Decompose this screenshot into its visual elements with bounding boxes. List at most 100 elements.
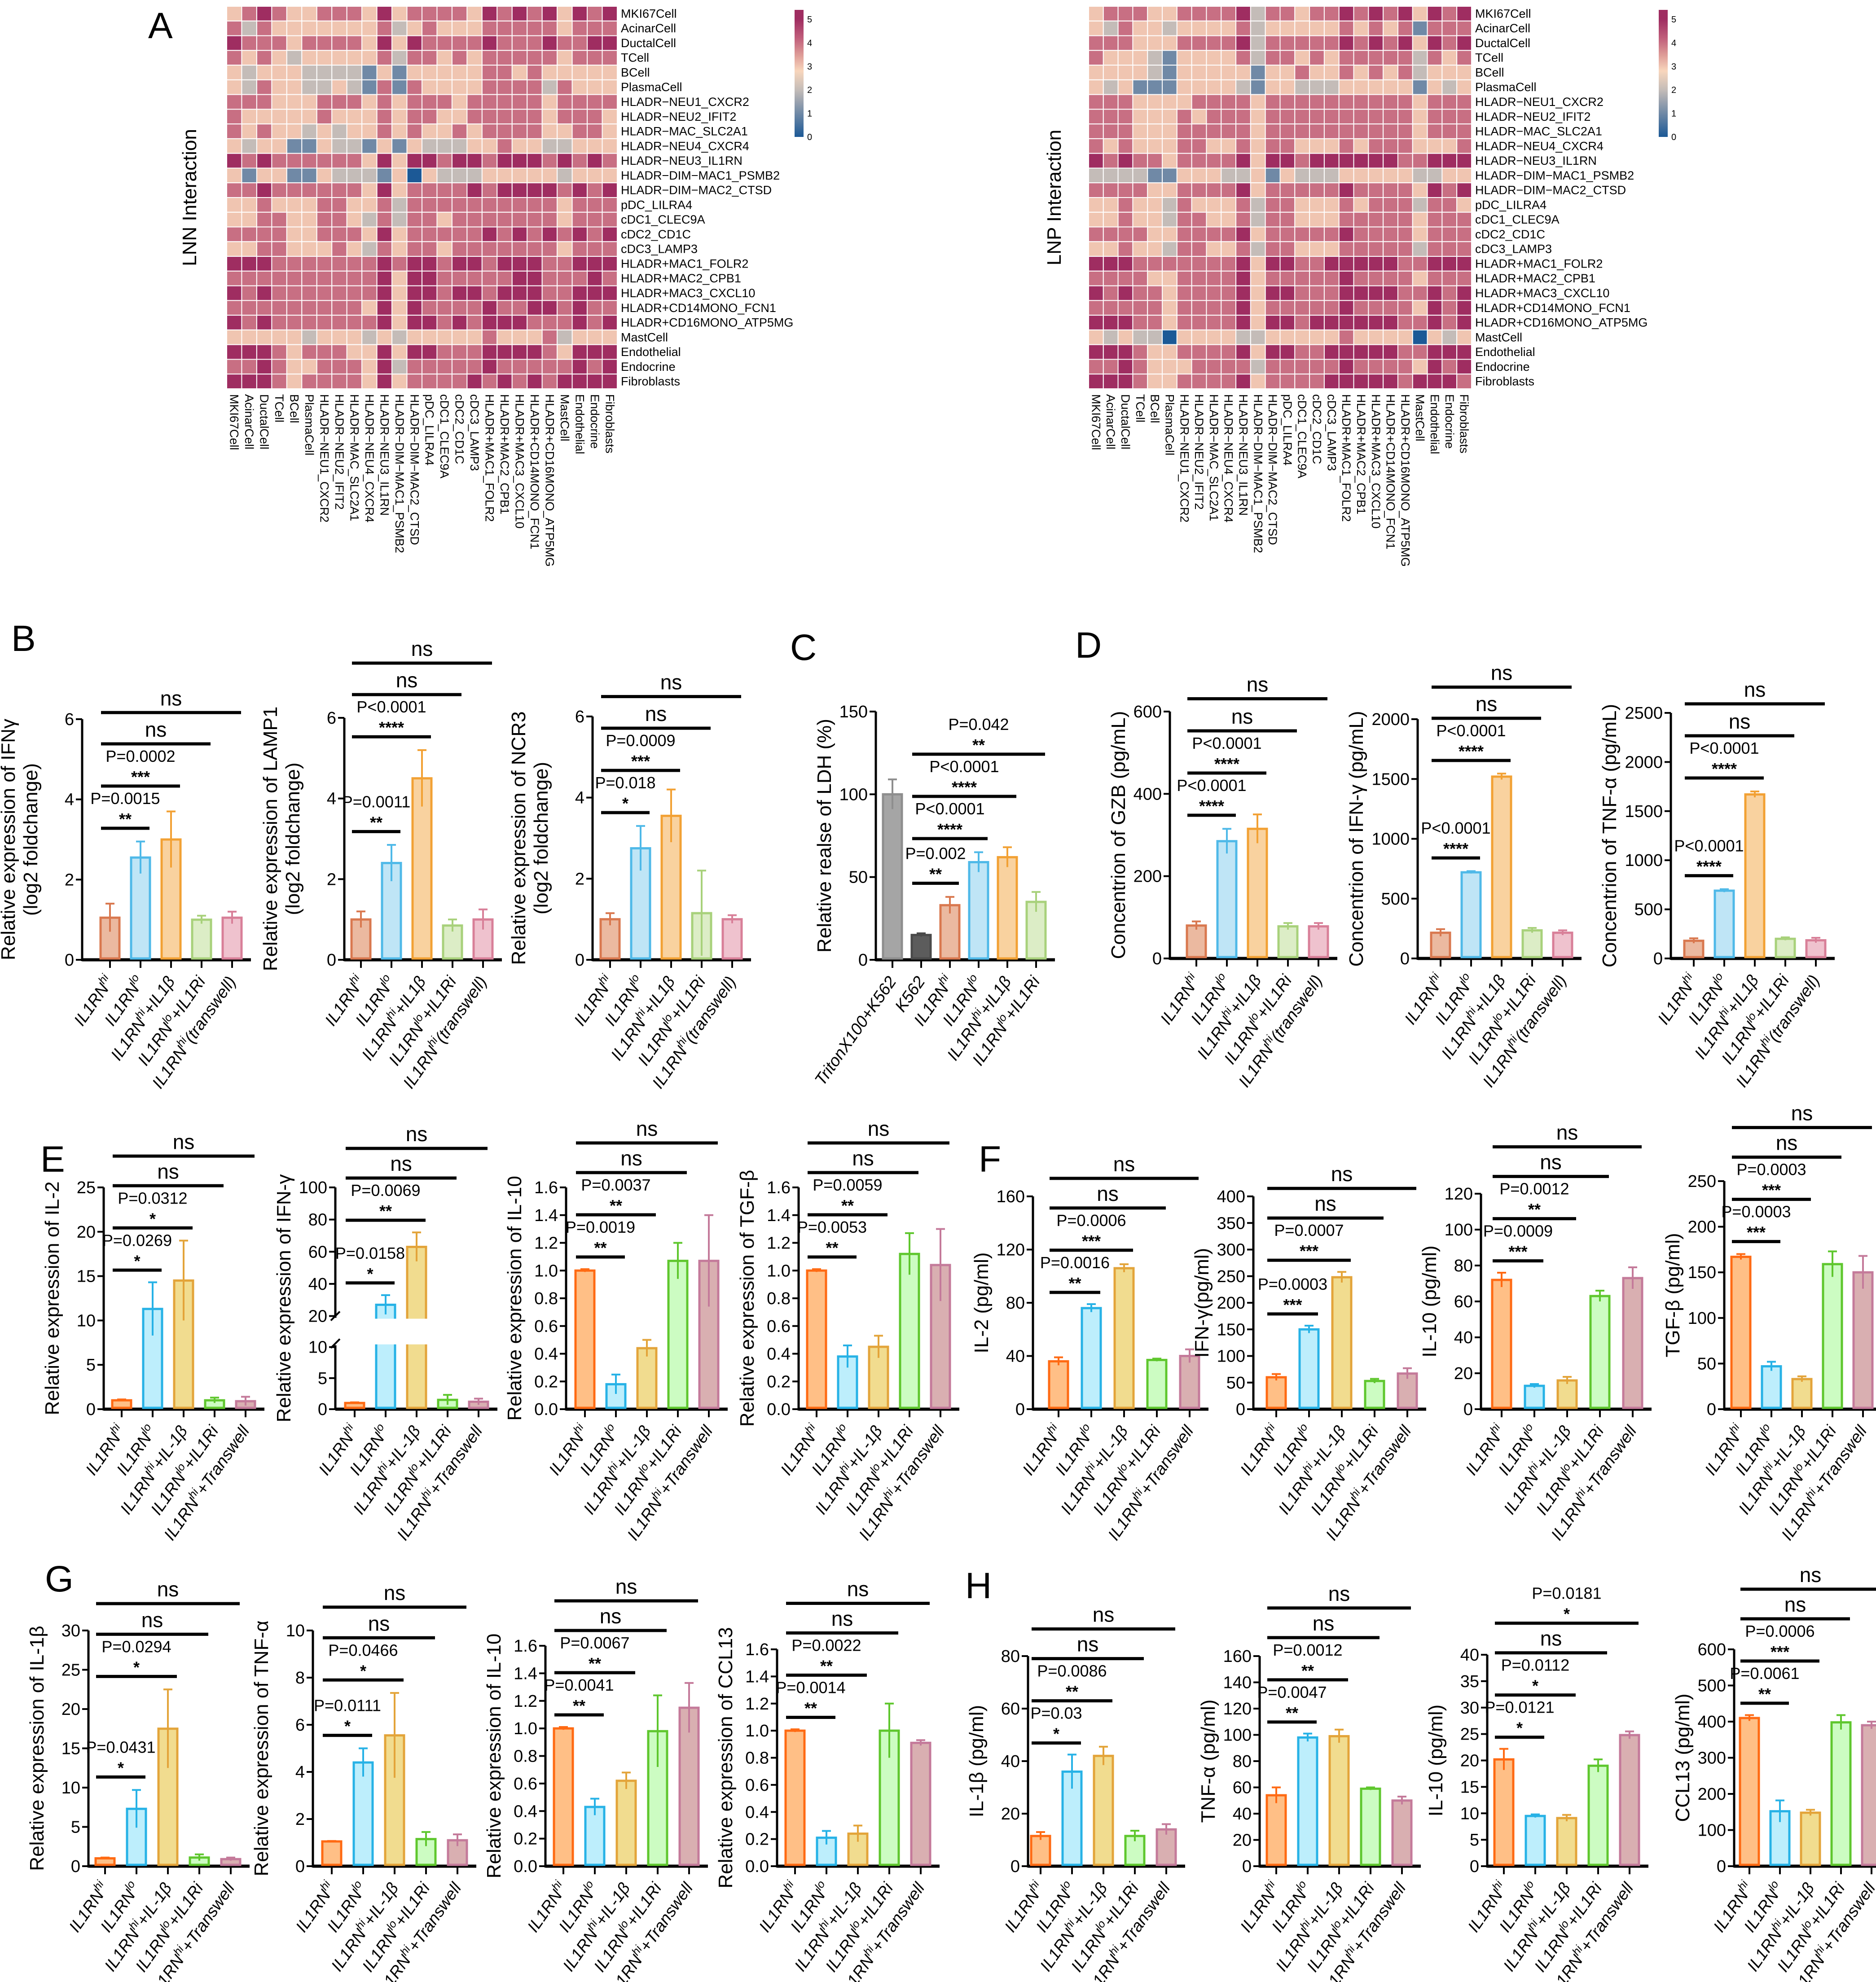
y-tick-label: 10 — [77, 1311, 96, 1330]
row-label: Endothelial — [621, 345, 681, 359]
heatmap-cell — [271, 167, 287, 184]
ns-label: ns — [1540, 1151, 1562, 1174]
heatmap-cell — [331, 182, 347, 198]
heatmap-cell — [587, 315, 603, 330]
significance-stars: *** — [1771, 1643, 1789, 1661]
heatmap-cell — [422, 285, 438, 301]
p-value-label: P=0.0003 — [1721, 1203, 1791, 1221]
heatmap-cell — [406, 153, 422, 169]
column-label: HLADR−NEU1_CXCR2 — [1177, 394, 1191, 523]
heatmap-cell — [256, 167, 272, 184]
heatmap-cell — [346, 226, 363, 242]
p-value-label: P=0.0069 — [351, 1181, 420, 1200]
heatmap-cell — [271, 344, 287, 360]
heatmap-cell — [496, 65, 513, 80]
heatmap-cell — [1176, 50, 1192, 66]
heatmap-cell — [1250, 50, 1266, 66]
heatmap-cell — [511, 211, 528, 228]
heatmap-cell — [301, 138, 317, 154]
heatmap-cell — [361, 50, 378, 66]
p-value-label: P=0.0007 — [1274, 1221, 1344, 1239]
significance-stars: ** — [1068, 1274, 1081, 1292]
heatmap-cell — [1265, 65, 1281, 80]
row-label: HLADR−NEU1_CXCR2 — [1475, 95, 1604, 109]
heatmap-cell — [1117, 50, 1134, 66]
heatmap-cell — [571, 6, 588, 22]
heatmap-cell — [1250, 270, 1266, 286]
heatmap-cell — [1427, 65, 1443, 80]
heatmap-cell — [1353, 6, 1369, 22]
heatmap-cell — [1103, 6, 1119, 22]
y-tick-label: 1.4 — [767, 1206, 791, 1225]
ns-label: ns — [390, 1152, 412, 1175]
heatmap-cell — [1221, 109, 1237, 125]
heatmap-cell — [451, 256, 468, 272]
heatmap-cell — [1338, 109, 1354, 125]
row-label: MastCell — [621, 330, 668, 344]
bar — [1360, 1787, 1381, 1866]
column-label: BCell — [1148, 394, 1162, 423]
heatmap-cell — [271, 79, 287, 95]
heatmap-cell — [1132, 79, 1148, 95]
heatmap-cell — [481, 167, 498, 184]
y-tick-label: 0 — [1463, 1400, 1473, 1419]
row-label: Endocrine — [621, 360, 676, 374]
heatmap-cell — [466, 197, 483, 213]
heatmap-cell — [466, 359, 483, 375]
y-tick-label: 10 — [286, 1622, 305, 1640]
heatmap-cell — [1176, 153, 1192, 169]
heatmap-cell — [1147, 211, 1163, 228]
heatmap-cell — [1456, 241, 1472, 257]
heatmap-cell — [1250, 285, 1266, 301]
heatmap-cell — [1103, 153, 1119, 169]
heatmap-cell — [1279, 226, 1296, 242]
heatmap-cell — [331, 50, 347, 66]
heatmap-cell — [1279, 182, 1296, 198]
y-tick-label: 150 — [839, 703, 868, 721]
heatmap-cell — [1206, 300, 1222, 316]
heatmap-cell — [1176, 20, 1192, 36]
heatmap-cell — [1147, 6, 1163, 22]
heatmap-cell — [346, 6, 363, 22]
heatmap-cell — [1132, 344, 1148, 360]
heatmap-cell — [422, 359, 438, 375]
row-label: HLADR−NEU2_IFIT2 — [621, 110, 736, 123]
heatmap-cell — [1088, 226, 1104, 242]
heatmap-cell — [1176, 94, 1192, 110]
bar — [1113, 1267, 1135, 1409]
y-tick-label: 4 — [575, 789, 584, 808]
heatmap-cell — [316, 138, 333, 154]
column-label: cDC2_CD1C — [453, 394, 466, 464]
heatmap-cell — [286, 20, 303, 36]
row-label: HLADR−MAC_SLC2A1 — [1475, 125, 1602, 138]
heatmap-cell — [316, 300, 333, 316]
heatmap-cell — [557, 329, 573, 345]
row-label: cDC2_CD1C — [621, 228, 691, 241]
heatmap-cell — [1294, 315, 1310, 330]
heatmap-cell — [541, 94, 558, 110]
heatmap-cell — [331, 256, 347, 272]
heatmap-cell — [436, 50, 453, 66]
heatmap-cell — [481, 20, 498, 36]
heatmap-cell — [1147, 94, 1163, 110]
heatmap-cell — [406, 256, 422, 272]
heatmap-cell — [1353, 374, 1369, 390]
heatmap-cell — [391, 94, 408, 110]
significance-stars: ** — [972, 736, 985, 754]
heatmap-cell — [1088, 315, 1104, 330]
heatmap-cell — [1383, 6, 1398, 22]
heatmap-cell — [331, 153, 347, 169]
heatmap-cell — [1441, 6, 1458, 22]
heatmap-cell — [1309, 109, 1325, 125]
column-label: HLADR−DIM−MAC2_CTSD — [408, 394, 421, 545]
heatmap-cell — [1235, 138, 1251, 154]
heatmap-cell — [1412, 65, 1428, 80]
heatmap-cell — [541, 182, 558, 198]
significance-stars: ** — [594, 1239, 606, 1257]
heatmap-cell — [1294, 241, 1310, 257]
y-tick-label: 20 — [1454, 1364, 1473, 1383]
heatmap-cell — [481, 344, 498, 360]
row-label: Fibroblasts — [1475, 375, 1534, 388]
